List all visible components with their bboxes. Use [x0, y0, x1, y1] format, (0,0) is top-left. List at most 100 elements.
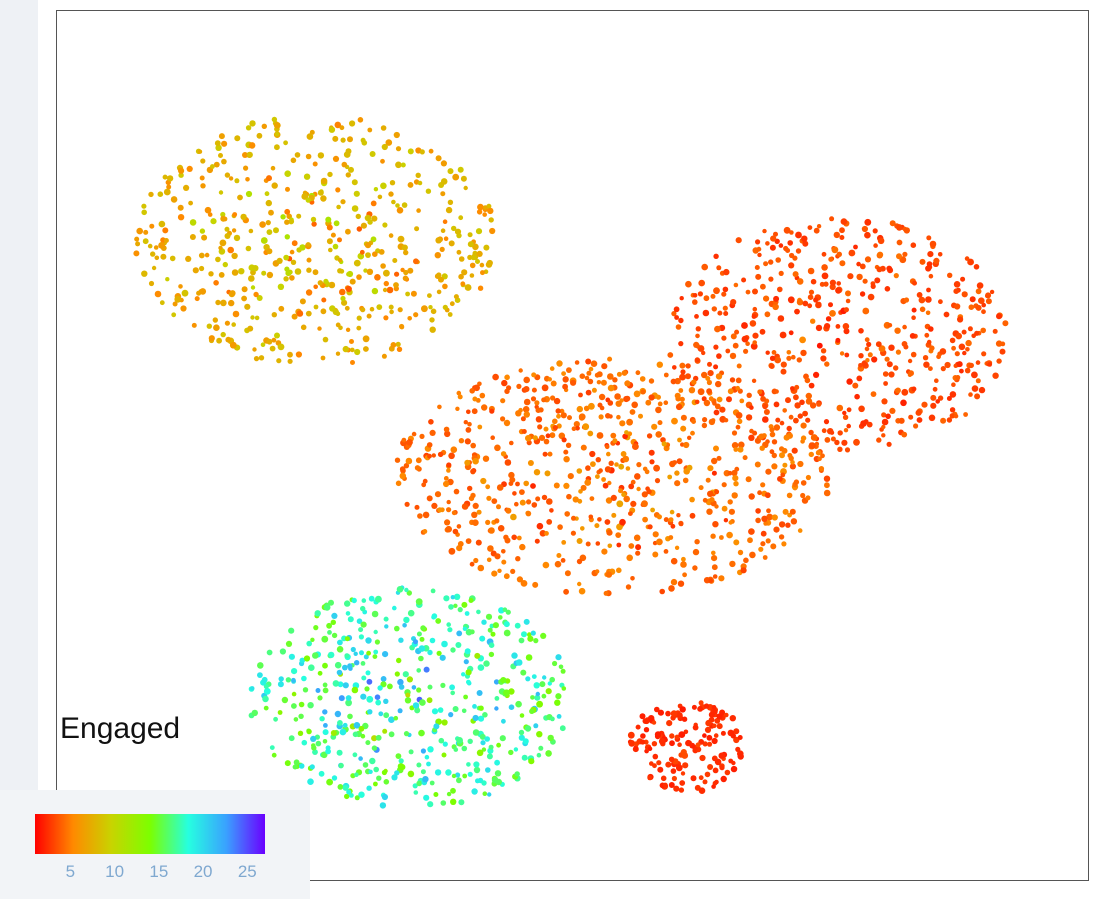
- data-point: [298, 701, 305, 708]
- data-point: [163, 188, 171, 196]
- data-point: [670, 378, 677, 385]
- data-point: [535, 416, 543, 423]
- data-point: [701, 350, 706, 356]
- data-point: [381, 353, 387, 359]
- data-point: [541, 494, 548, 501]
- data-point: [481, 619, 487, 625]
- data-point: [741, 277, 747, 283]
- data-point: [780, 472, 786, 478]
- data-point: [322, 709, 328, 715]
- data-point: [792, 271, 799, 278]
- data-point: [810, 278, 817, 285]
- data-point: [349, 339, 354, 344]
- data-point: [549, 508, 554, 513]
- data-point: [843, 428, 849, 433]
- data-point: [500, 416, 506, 422]
- data-point: [345, 172, 351, 178]
- data-point: [291, 313, 298, 320]
- data-point: [342, 784, 349, 791]
- data-point: [197, 149, 203, 154]
- data-point: [521, 631, 527, 638]
- data-point: [562, 383, 568, 390]
- data-point: [856, 261, 861, 267]
- data-point: [451, 773, 457, 779]
- data-point: [625, 584, 632, 590]
- data-point: [285, 640, 293, 648]
- data-point: [290, 259, 297, 265]
- data-point: [504, 388, 510, 394]
- data-point: [874, 277, 881, 284]
- data-point: [520, 416, 526, 422]
- data-point: [773, 231, 778, 237]
- data-point: [317, 189, 324, 196]
- data-point: [877, 237, 885, 245]
- data-point: [547, 681, 552, 686]
- data-point: [833, 231, 840, 239]
- data-point: [322, 662, 328, 669]
- data-point: [786, 350, 792, 355]
- data-point: [392, 258, 398, 263]
- data-point: [723, 268, 730, 276]
- data-point: [786, 492, 793, 499]
- data-point: [674, 480, 681, 487]
- data-point: [368, 595, 375, 602]
- data-point: [458, 256, 465, 262]
- data-point: [763, 409, 770, 415]
- data-point: [310, 216, 317, 223]
- data-point: [711, 564, 718, 571]
- data-point: [452, 528, 459, 535]
- data-point: [959, 368, 964, 374]
- data-point: [670, 557, 678, 565]
- data-point: [628, 543, 635, 549]
- data-point: [794, 402, 801, 409]
- data-point: [523, 376, 530, 384]
- data-point: [538, 434, 546, 441]
- data-point: [706, 388, 712, 395]
- data-point: [340, 295, 346, 302]
- data-point: [936, 354, 941, 360]
- data-point: [580, 526, 585, 531]
- color-scale-gradient: [35, 814, 265, 854]
- data-point: [717, 310, 723, 316]
- data-point: [773, 295, 780, 302]
- data-point: [858, 328, 864, 334]
- data-point: [477, 664, 485, 671]
- data-point: [714, 325, 721, 333]
- data-point: [338, 695, 345, 702]
- data-point: [340, 199, 346, 205]
- data-point: [358, 756, 363, 761]
- data-point: [373, 649, 379, 655]
- data-point: [556, 714, 562, 719]
- data-point: [356, 325, 362, 331]
- data-point: [402, 623, 407, 628]
- data-point: [388, 731, 395, 738]
- data-point: [721, 505, 728, 512]
- data-point: [761, 515, 768, 522]
- data-point: [360, 307, 366, 313]
- data-point: [520, 580, 528, 587]
- data-point: [415, 172, 421, 178]
- data-point: [560, 558, 566, 563]
- data-point: [436, 272, 442, 278]
- data-point: [467, 771, 473, 777]
- data-point: [503, 621, 510, 628]
- data-point: [283, 140, 288, 146]
- data-point: [296, 213, 302, 219]
- data-point: [859, 291, 866, 297]
- data-point: [885, 413, 891, 420]
- data-point: [405, 291, 410, 297]
- data-point: [663, 549, 669, 554]
- data-point: [256, 132, 263, 139]
- data-point: [327, 630, 332, 635]
- data-point: [306, 267, 312, 273]
- data-point: [297, 730, 304, 736]
- data-point: [774, 356, 782, 364]
- data-point: [412, 702, 420, 709]
- data-point: [757, 252, 762, 258]
- data-point: [805, 474, 812, 481]
- data-point: [464, 459, 471, 466]
- data-point: [775, 257, 781, 263]
- data-point: [532, 581, 539, 588]
- data-point: [445, 525, 453, 533]
- data-point: [263, 684, 269, 689]
